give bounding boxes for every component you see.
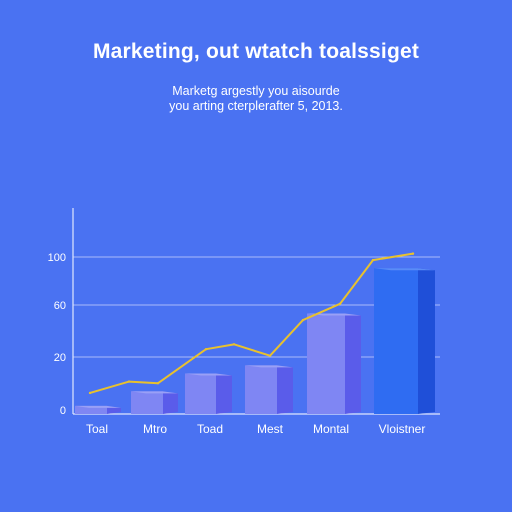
y-tick-label: 100 — [48, 252, 66, 264]
trend-point — [204, 348, 208, 351]
x-category-label: Mtro — [143, 422, 167, 436]
trend-point — [88, 391, 92, 395]
bar-side — [345, 313, 361, 414]
trend-point — [371, 258, 375, 262]
trend-line — [88, 252, 415, 395]
trend-point — [156, 382, 160, 385]
bar-montal — [307, 313, 361, 414]
trend-point — [268, 354, 272, 357]
bar-side — [163, 391, 178, 414]
x-category-label: Montal — [313, 422, 349, 436]
subtitle-line-2: you arting cterplerafter 5, 2013. — [169, 99, 343, 113]
trend-point — [232, 343, 236, 346]
chart-title: Marketing, out wtatch toalssiget — [92, 40, 420, 63]
bar-top — [75, 405, 121, 408]
bar-side — [107, 405, 121, 414]
chart-subtitle: Marketg argestly you aisourde you arting… — [0, 84, 512, 114]
y-tick-label: 60 — [54, 300, 66, 312]
bar-front — [75, 405, 107, 414]
bar-mest — [245, 365, 293, 414]
bar-top — [307, 313, 361, 316]
bar-top — [374, 268, 435, 271]
x-category-label: Toad — [197, 422, 223, 436]
trend-point — [301, 318, 305, 322]
bar-vloistner — [374, 268, 435, 414]
trend-point — [411, 252, 415, 255]
bar-toad — [185, 373, 232, 414]
bar-mtro — [131, 391, 178, 414]
bar-front — [374, 268, 418, 414]
bar-front — [307, 313, 345, 414]
trend-point — [338, 302, 342, 306]
bar-top — [245, 365, 293, 368]
bar-side — [216, 373, 232, 414]
trend-point — [127, 380, 131, 383]
x-category-label: Toal — [86, 422, 108, 436]
y-tick-label: 0 — [60, 405, 66, 417]
bars — [75, 268, 435, 414]
bar-front — [185, 373, 216, 414]
x-category-label: Mest — [257, 422, 284, 436]
bar-side — [277, 365, 293, 414]
x-category-label: Vloistner — [379, 422, 426, 436]
bar-toal — [75, 405, 121, 414]
bar-top — [131, 391, 178, 394]
subtitle-line-1: Marketg argestly you aisourde — [172, 84, 340, 98]
y-tick-label: 20 — [54, 352, 66, 364]
bar-top — [185, 373, 232, 376]
bar-side — [418, 268, 435, 414]
bar-front — [131, 391, 163, 414]
trend-line-path — [89, 252, 414, 394]
axis-labels: 0 20 60 100 Toal Mtro Toad Mest Montal Vloistner — [48, 252, 426, 436]
bar-front — [245, 365, 277, 414]
